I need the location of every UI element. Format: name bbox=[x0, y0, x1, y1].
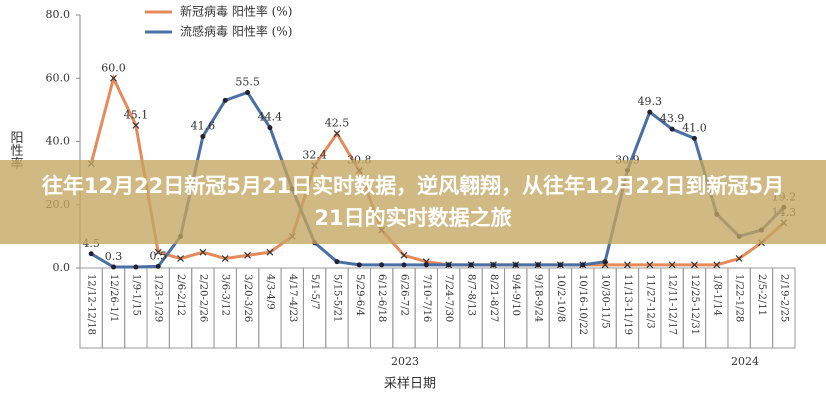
point bbox=[735, 255, 743, 262]
banner-title: 往年12月22日新冠5月21日实时数据，逆风翱翔，从往年12月22日到新冠5月2… bbox=[41, 174, 785, 230]
point bbox=[334, 259, 340, 265]
point bbox=[177, 255, 184, 262]
x-tick-label: 6/12-6/18 bbox=[376, 274, 387, 322]
x-label-box bbox=[772, 267, 796, 349]
x-tick-label: 4/3-4/9 bbox=[264, 274, 275, 310]
point bbox=[155, 263, 161, 269]
x-tick-label: 3/6-3/12 bbox=[220, 274, 231, 316]
point bbox=[111, 264, 117, 270]
data-label: 42.5 bbox=[325, 117, 350, 130]
point bbox=[557, 262, 563, 268]
point bbox=[691, 135, 697, 141]
point bbox=[513, 262, 519, 268]
point bbox=[222, 97, 228, 103]
x-tick-label: 5/15-5/21 bbox=[331, 274, 342, 322]
x-tick-label: 11/13-11/19 bbox=[622, 274, 633, 335]
x-tick-label: 7/24-7/30 bbox=[443, 274, 454, 322]
x-tick-label: 1/9-1/15 bbox=[130, 274, 141, 316]
x-tick-label: 10/30-11/5 bbox=[600, 274, 611, 329]
x-tick-label: 3/20-3/26 bbox=[242, 274, 253, 322]
x-tick-label: 9/18-9/24 bbox=[533, 274, 544, 322]
x-tick-label: 4/17-4/23 bbox=[287, 274, 298, 322]
x-tick-label: 5/29-6/4 bbox=[354, 274, 365, 316]
x-tick-label: 1/8-1/14 bbox=[711, 274, 722, 316]
data-label: 43.9 bbox=[660, 112, 685, 125]
point bbox=[267, 125, 273, 131]
point bbox=[490, 262, 496, 268]
banner: 往年12月22日新冠5月21日实时数据，逆风翱翔，从往年12月22日到新冠5月2… bbox=[0, 160, 826, 244]
point bbox=[244, 251, 252, 259]
data-label: 55.5 bbox=[235, 75, 260, 88]
point bbox=[266, 248, 274, 256]
y-tick-label: 60.0 bbox=[46, 71, 71, 84]
point bbox=[401, 262, 407, 268]
point bbox=[468, 262, 474, 268]
x-tick-label: 12/12-12/18 bbox=[86, 274, 97, 335]
legend-label: 新冠病毒 阳性率 (%) bbox=[180, 4, 292, 19]
x-group-label: 2024 bbox=[731, 355, 759, 368]
y-tick-label: 80.0 bbox=[46, 8, 71, 21]
x-axis-title: 采样日期 bbox=[384, 377, 436, 392]
x-tick-label: 10/2-10/8 bbox=[555, 274, 566, 322]
x-tick-label: 11/27-12/3 bbox=[644, 274, 655, 329]
legend-label: 流感病毒 阳性率 (%) bbox=[180, 24, 292, 39]
point bbox=[110, 74, 117, 82]
x-tick-label: 10/16-10/22 bbox=[577, 274, 588, 335]
point bbox=[199, 248, 207, 256]
point bbox=[88, 251, 94, 257]
point bbox=[623, 261, 631, 269]
series-line bbox=[89, 73, 785, 267]
data-label: 0.3 bbox=[105, 250, 123, 263]
point bbox=[154, 248, 162, 256]
point bbox=[535, 262, 541, 268]
point bbox=[669, 126, 675, 132]
x-tick-label: 5/1-5/7 bbox=[309, 274, 320, 310]
point bbox=[446, 262, 452, 268]
point bbox=[379, 262, 385, 268]
point bbox=[713, 261, 721, 269]
data-label: 0.5 bbox=[149, 249, 167, 262]
x-tick-label: 8/21-8/27 bbox=[488, 274, 499, 322]
point bbox=[333, 130, 341, 138]
data-label: 41.0 bbox=[682, 121, 707, 134]
point bbox=[132, 121, 140, 129]
y-tick-label: 0.0 bbox=[53, 261, 71, 274]
point bbox=[580, 262, 586, 268]
data-label: 41.6 bbox=[191, 119, 216, 132]
x-tick-label: 6/26-7/2 bbox=[398, 274, 409, 316]
point bbox=[245, 89, 251, 95]
point bbox=[221, 255, 229, 262]
point bbox=[691, 261, 698, 269]
x-tick-label: 12/25-12/31 bbox=[689, 274, 700, 335]
series-line bbox=[90, 90, 785, 269]
x-tick-label: 9/4-9/10 bbox=[510, 274, 521, 316]
data-label: 32.4 bbox=[302, 149, 327, 162]
point bbox=[423, 262, 429, 268]
x-tick-label: 1/22-1/28 bbox=[734, 274, 745, 322]
x-tick-label: 2/20-2/26 bbox=[197, 274, 208, 322]
data-label: 45.1 bbox=[124, 108, 149, 121]
y-tick-label: 40.0 bbox=[46, 135, 71, 148]
x-tick-label: 2/6-2/12 bbox=[175, 274, 186, 316]
x-group-label: 2023 bbox=[391, 355, 419, 368]
x-tick-label: 7/10-7/16 bbox=[421, 274, 432, 322]
point bbox=[646, 261, 654, 269]
x-tick-label: 12/11-12/17 bbox=[667, 274, 678, 335]
data-label: 60.0 bbox=[101, 61, 126, 74]
point bbox=[400, 251, 408, 259]
x-tick-label: 12/26-1/1 bbox=[108, 274, 119, 322]
point bbox=[200, 133, 206, 139]
point bbox=[602, 259, 608, 265]
x-tick-label: 2/5-2/11 bbox=[756, 274, 767, 316]
data-label: 44.4 bbox=[258, 111, 283, 124]
x-tick-label: 2/19-2/25 bbox=[778, 274, 789, 322]
point bbox=[668, 261, 676, 269]
x-tick-label: 1/23-1/29 bbox=[153, 274, 164, 322]
point bbox=[133, 264, 139, 270]
data-label: 49.3 bbox=[638, 95, 663, 108]
x-tick-label: 8/7-8/13 bbox=[466, 274, 477, 316]
point bbox=[647, 109, 653, 115]
point bbox=[356, 262, 362, 268]
